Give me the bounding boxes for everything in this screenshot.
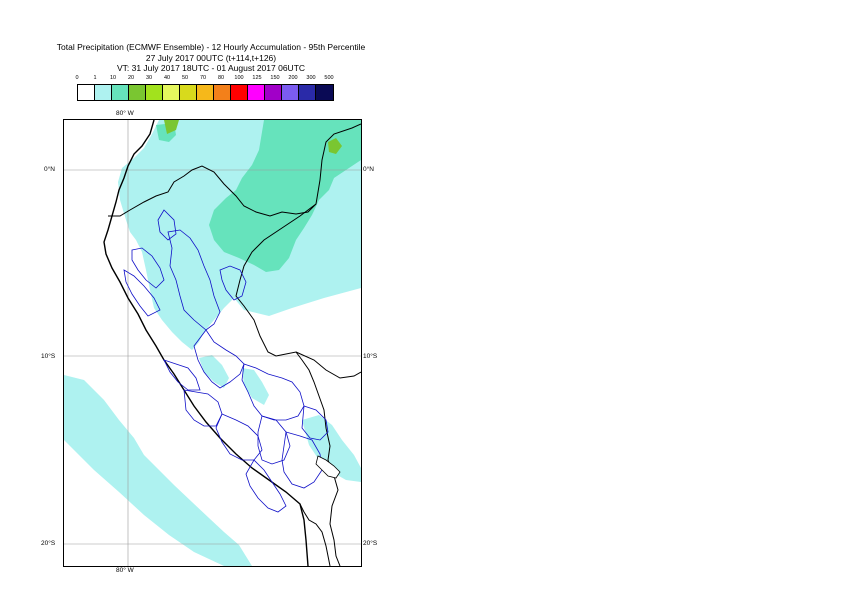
legend-tick-label: 10 [109, 75, 117, 81]
legend-tick-label: 0 [75, 75, 79, 81]
admin-border-8 [245, 459, 287, 513]
coastline [103, 120, 309, 566]
legend-swatch [231, 85, 248, 100]
legend-tick-label: 70 [199, 75, 207, 81]
border-ecuador-peru [108, 123, 361, 217]
precip-heavy-areas [164, 120, 342, 154]
legend-tick-label: 40 [163, 75, 171, 81]
legend-tick-label: 125 [252, 75, 262, 81]
lat-label-right-0: 0°N [363, 166, 374, 173]
precipitation-map[interactable] [63, 119, 362, 567]
title-line-2: 27 July 2017 00UTC (t+114,t+126) [145, 52, 277, 63]
admin-border-4 [183, 389, 223, 427]
lake-titicaca [315, 455, 341, 479]
legend-tick-label: 150 [270, 75, 280, 81]
country-borders [108, 123, 361, 566]
precip-heavy-ne [328, 138, 342, 154]
lat-label-right-10: 10°S [363, 353, 378, 360]
legend-tick-label: 30 [145, 75, 153, 81]
lon-label-bottom: 80° W [116, 567, 134, 574]
legend-tick-label: 500 [324, 75, 334, 81]
legend-swatch [197, 85, 214, 100]
border-bolivia [295, 351, 361, 379]
map-svg [64, 120, 361, 566]
legend-swatch [265, 85, 282, 100]
precip-light-mid [199, 355, 229, 388]
legend-swatch [95, 85, 112, 100]
precip-light-south [302, 415, 361, 482]
legend-tick-label: 80 [217, 75, 225, 81]
lat-label-right-20: 20°S [363, 540, 378, 547]
admin-border-9 [163, 359, 201, 391]
admin-border-1 [167, 229, 221, 331]
border-chile [299, 503, 331, 566]
legend-tick-label: 20 [127, 75, 135, 81]
legend-swatch [78, 85, 95, 100]
border-peru-brazil [235, 203, 341, 566]
admin-borders [123, 209, 329, 513]
lat-label-left-10: 10°S [41, 353, 56, 360]
admin-border-13 [301, 405, 329, 441]
lake-titicaca-outline [315, 455, 341, 479]
legend-swatch [214, 85, 231, 100]
legend-swatch [129, 85, 146, 100]
title-line-1: Total Precipitation (ECMWF Ensemble) - 1… [56, 42, 366, 52]
legend-swatch [316, 85, 333, 100]
chart-title: Total Precipitation (ECMWF Ensemble) - 1… [0, 42, 422, 74]
coastline-path [103, 120, 309, 566]
legend-swatch [180, 85, 197, 100]
lon-label-top: 80° W [116, 110, 134, 117]
admin-border-14 [157, 209, 177, 241]
precip-heavy-nw [164, 120, 179, 134]
lat-label-left-20: 20°S [41, 540, 56, 547]
admin-border-3 [241, 363, 305, 421]
legend-tick-label: 50 [181, 75, 189, 81]
title-line-3: VT: 31 July 2017 18UTC - 01 August 2017 … [116, 63, 306, 74]
legend-tick-label: 200 [288, 75, 298, 81]
admin-border-12 [219, 265, 247, 301]
admin-border-5 [215, 413, 263, 461]
legend-swatch [282, 85, 299, 100]
admin-border-10 [123, 269, 161, 317]
legend-tick-label: 300 [306, 75, 316, 81]
admin-border-7 [281, 431, 323, 489]
precip-light-mid2 [242, 368, 269, 405]
admin-border-11 [131, 247, 165, 289]
precip-medium-ne [209, 120, 361, 272]
admin-border-2 [193, 329, 245, 389]
legend-swatch [112, 85, 129, 100]
gridlines [64, 120, 361, 566]
legend-swatch [146, 85, 163, 100]
legend-bar [77, 84, 334, 101]
legend-tick-label: 1 [93, 75, 97, 81]
legend-labels: 0 1 10 20 30 40 50 70 80 100 125 150 200 300 500 [75, 75, 367, 84]
legend-tick-label: 100 [234, 75, 244, 81]
precip-light-southwest [64, 375, 252, 566]
color-legend: 0 1 10 20 30 40 50 70 80 100 125 150 200 300 500 [75, 75, 367, 101]
legend-swatch [248, 85, 265, 100]
legend-swatch [163, 85, 180, 100]
legend-swatch [299, 85, 316, 100]
lat-label-left-0: 0°N [44, 166, 55, 173]
admin-border-6 [257, 415, 291, 465]
